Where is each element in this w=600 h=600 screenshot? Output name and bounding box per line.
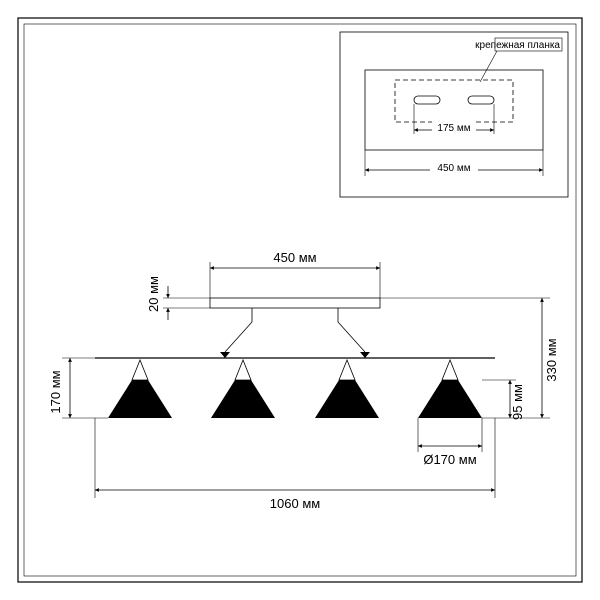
main-figure: [95, 298, 495, 418]
dim-top-bar-label: 450 мм: [273, 250, 316, 265]
dim-diam: Ø170 мм: [418, 418, 482, 467]
inner-frame: [24, 24, 576, 576]
inset-panel: крепежная планка 175 мм 450 мм: [340, 32, 568, 197]
inset-label: крепежная планка: [475, 40, 560, 51]
dim-top-h-label: 20 мм: [146, 276, 161, 312]
inset-base-dim: 450 мм: [437, 163, 470, 174]
dim-left-h-label: 170 мм: [48, 370, 63, 413]
inset-slot-dim: 175 мм: [437, 123, 470, 134]
dim-top-bar: 450 мм: [210, 250, 380, 298]
dim-right-330-label: 330 мм: [544, 338, 559, 381]
dim-total-w-label: 1060 мм: [270, 496, 320, 511]
dim-left-h: 170 мм: [48, 358, 108, 418]
dim-top-h: 20 мм: [146, 276, 210, 320]
dim-right-95: 95 мм: [482, 380, 525, 420]
dim-right-95-label: 95 мм: [510, 384, 525, 420]
dim-diam-label: Ø170 мм: [423, 452, 476, 467]
